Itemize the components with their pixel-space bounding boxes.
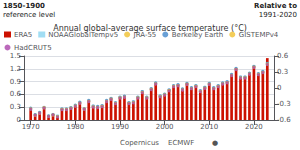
svg-text:1850-1900: 1850-1900 [3,2,45,10]
svg-text:2010: 2010 [200,123,218,131]
svg-text:0: 0 [277,84,281,92]
svg-text:ERA5: ERA5 [14,31,32,39]
svg-text:ECMWF: ECMWF [168,139,194,147]
svg-text:●: ● [212,139,218,147]
svg-text:NOAAGlobalTempv5: NOAAGlobalTempv5 [48,30,119,39]
svg-text:Copernicus: Copernicus [120,139,159,147]
svg-text:reference level: reference level [3,11,55,19]
svg-text:0.3: 0.3 [10,103,21,111]
svg-text:1980: 1980 [66,123,84,131]
svg-text:Annual global-average surface: Annual global-average surface temperatur… [53,24,247,33]
svg-text:0.6: 0.6 [10,90,22,98]
svg-text:1.5: 1.5 [10,52,21,60]
svg-text:1970: 1970 [22,123,40,131]
svg-text:2000: 2000 [156,123,174,131]
svg-text:0: 0 [17,116,21,124]
svg-text:HadCRUT5: HadCRUT5 [14,44,52,52]
svg-text:JRA-55: JRA-55 [133,30,157,39]
svg-text:2020: 2020 [245,123,263,131]
svg-text:1990: 1990 [111,123,129,131]
svg-text:0.9: 0.9 [10,78,21,86]
svg-text:Relative to: Relative to [254,2,297,10]
svg-text:1991-2020: 1991-2020 [259,11,297,19]
svg-text:0.6: 0.6 [277,52,289,60]
svg-text:1.2: 1.2 [10,65,21,73]
svg-text:-0.6: -0.6 [277,116,291,124]
svg-text:-0.3: -0.3 [277,100,291,108]
svg-text:0.3: 0.3 [277,68,288,76]
svg-text:Berkeley Earth: Berkeley Earth [171,30,224,39]
svg-text:GISTEMPv4: GISTEMPv4 [238,30,279,39]
